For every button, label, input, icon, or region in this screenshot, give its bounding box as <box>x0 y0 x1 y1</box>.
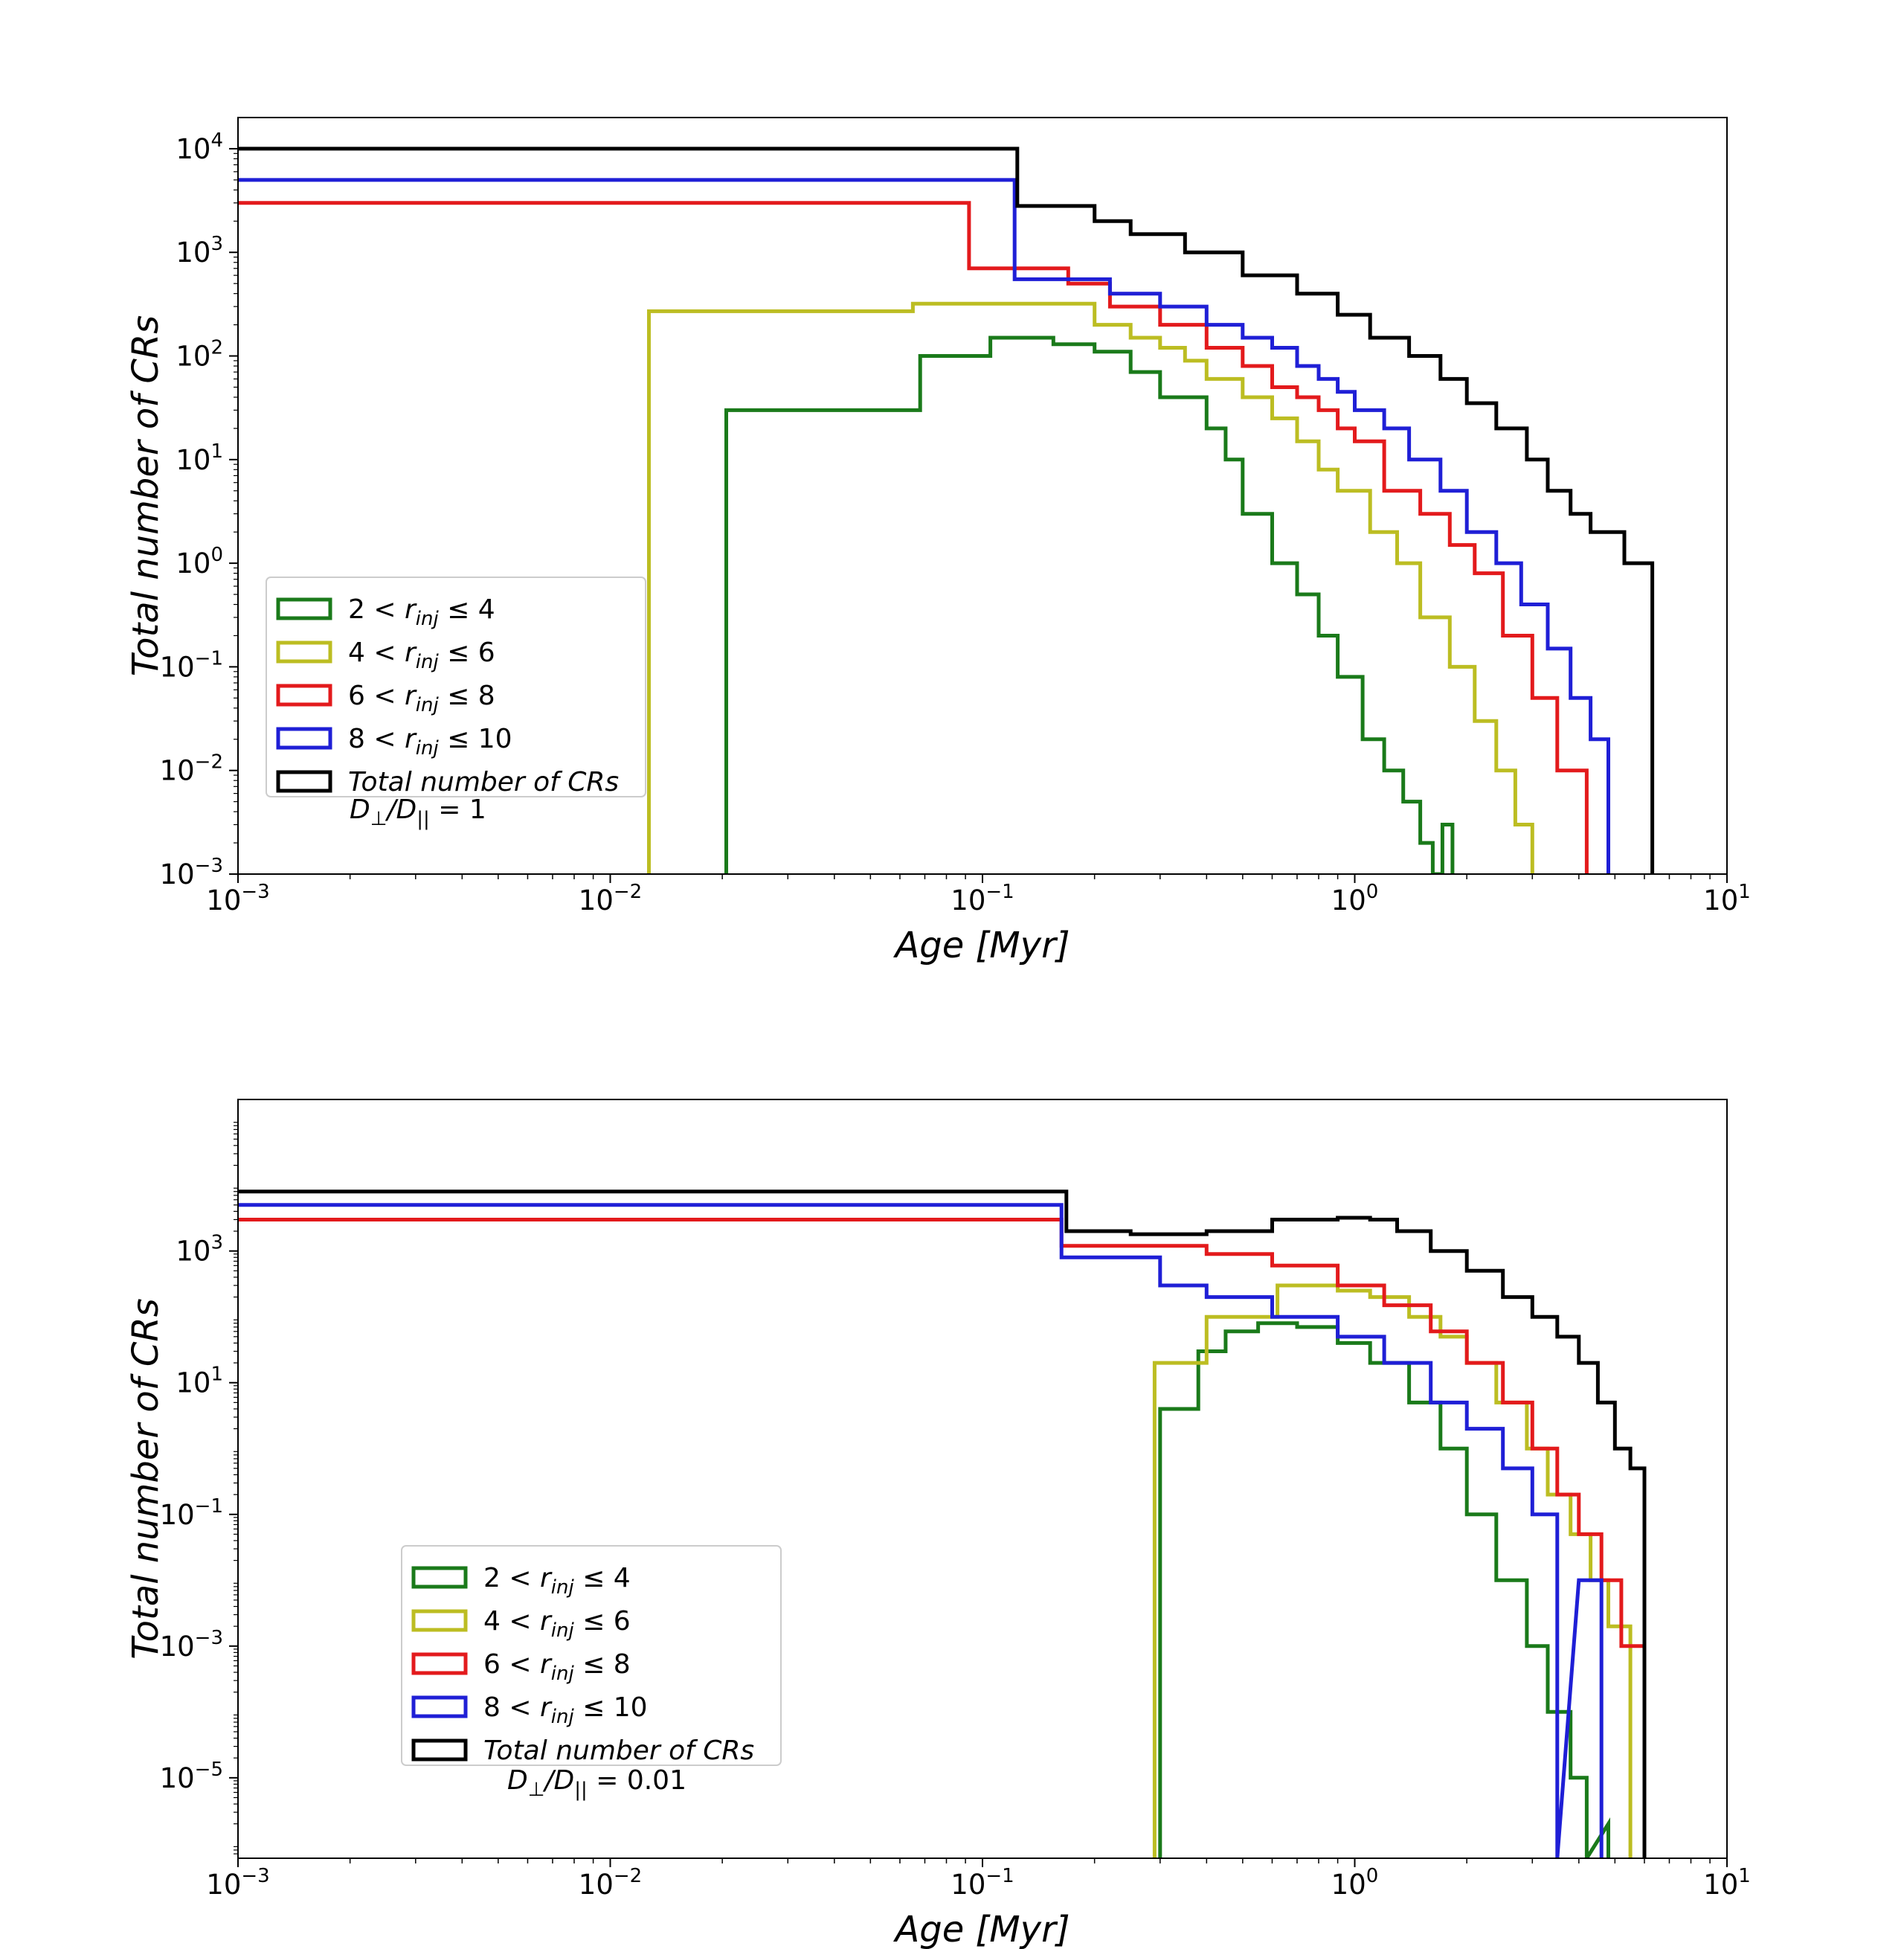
y-tick-label: 10−3 <box>160 1627 223 1663</box>
y-tick-label: 100 <box>176 544 223 579</box>
legend-label: Total number of CRs <box>348 767 619 797</box>
bottom-panel: 10−3 10−2 10−1 100 101 10−5 10−3 10−1 101 103 Age … <box>125 1099 1751 1949</box>
x-axis-label: Age [Myr] <box>892 1909 1070 1949</box>
series-line-0 <box>1158 1321 1610 1858</box>
legend-swatch <box>411 1695 468 1718</box>
legend-label: 6 < rinj ≤ 8 <box>348 681 495 716</box>
series-line-3 <box>238 1203 1604 1858</box>
y-axis-label: Total number of CRs <box>125 1298 167 1660</box>
x-tick-label: 10−2 <box>579 881 642 916</box>
legend-label: 2 < rinj ≤ 4 <box>348 594 495 630</box>
legend-swatch <box>276 727 332 750</box>
legend-label: 6 < rinj ≤ 8 <box>483 1649 631 1685</box>
series-line-4 <box>238 1189 1647 1858</box>
y-tick-label: 102 <box>176 337 223 373</box>
legend: 2 < rinj ≤ 4 4 < rinj ≤ 6 6 < rinj ≤ 8 8 < … <box>266 577 646 797</box>
x-tick-label: 101 <box>1703 881 1751 916</box>
y-tick-label: 103 <box>176 1232 223 1268</box>
series-line-0 <box>724 335 1455 874</box>
legend-label: 4 < rinj ≤ 6 <box>483 1606 631 1642</box>
x-tick-label: 10−1 <box>951 1865 1014 1901</box>
legend-box <box>401 1545 782 1766</box>
legend-swatch <box>276 684 332 707</box>
x-tick-label: 100 <box>1331 881 1379 916</box>
legend-label: Total number of CRs <box>483 1736 754 1766</box>
x-axis-label: Age [Myr] <box>892 925 1070 966</box>
legend-swatch <box>411 1738 468 1762</box>
y-tick-label: 10−2 <box>160 751 223 787</box>
legend: 2 < rinj ≤ 4 4 < rinj ≤ 6 6 < rinj ≤ 8 8 < … <box>401 1545 782 1766</box>
series-line-3 <box>238 178 1610 874</box>
series-group <box>238 147 1655 874</box>
x-tick-label: 101 <box>1703 1865 1751 1901</box>
legend-swatch <box>411 1566 468 1589</box>
legend-swatch <box>411 1609 468 1632</box>
y-tick-label: 10−1 <box>160 1495 223 1531</box>
diffusion-ratio-annotation: D⊥/D|| = 0.01 <box>507 1765 686 1801</box>
diffusion-ratio-annotation: D⊥/D|| = 1 <box>350 794 486 830</box>
series-line-2 <box>238 201 1589 874</box>
series-line-2 <box>238 1218 1647 1858</box>
y-tick-label: 10−1 <box>160 647 223 683</box>
legend-swatch <box>276 597 332 620</box>
x-tick-label: 10−3 <box>206 1865 269 1901</box>
x-tick-label: 10−3 <box>206 881 269 916</box>
x-tick-label: 10−2 <box>579 1865 642 1901</box>
legend-swatch <box>276 640 332 664</box>
series-line-4 <box>238 147 1655 874</box>
x-tick-label: 100 <box>1331 1865 1379 1901</box>
series-group <box>238 1189 1647 1858</box>
legend-label: 4 < rinj ≤ 6 <box>348 638 495 673</box>
y-tick-label: 101 <box>176 1364 223 1399</box>
legend-label: 2 < rinj ≤ 4 <box>483 1563 631 1599</box>
legend-label: 8 < rinj ≤ 10 <box>348 724 512 760</box>
y-tick-label: 103 <box>176 233 223 269</box>
legend-label: 8 < rinj ≤ 10 <box>483 1692 648 1728</box>
top-panel: 10−3 10−2 10−1 100 101 10−3 10−2 10−1 100 101 102 1… <box>125 117 1751 966</box>
y-axis-label: Total number of CRs <box>125 315 167 677</box>
legend-swatch <box>411 1652 468 1675</box>
y-tick-label: 10−5 <box>160 1759 223 1794</box>
x-tick-label: 10−1 <box>951 881 1014 916</box>
y-tick-label: 104 <box>176 129 223 165</box>
legend-box <box>266 577 646 797</box>
series-line-1 <box>647 301 1534 874</box>
legend-swatch <box>276 770 332 793</box>
y-tick-label: 101 <box>176 440 223 476</box>
y-tick-label: 10−3 <box>160 855 223 890</box>
